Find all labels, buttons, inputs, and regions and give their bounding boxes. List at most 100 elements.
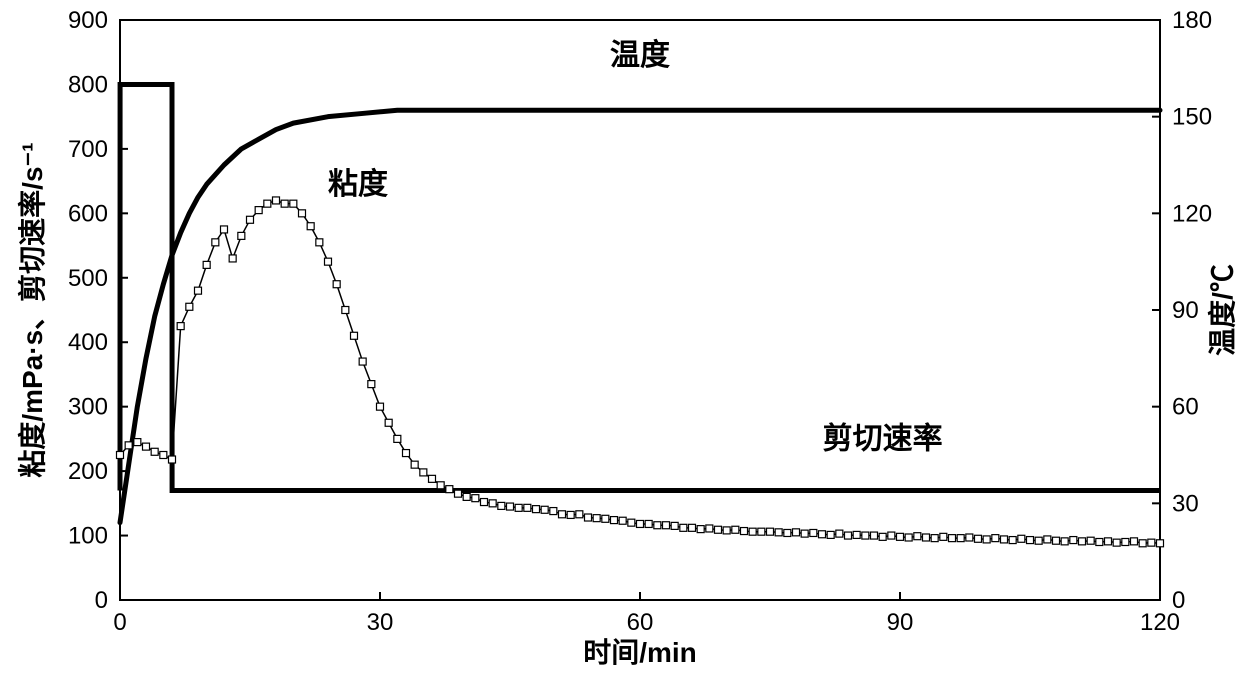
viscosity-marker — [1070, 537, 1077, 544]
viscosity-marker — [290, 200, 297, 207]
viscosity-marker — [463, 493, 470, 500]
viscosity-marker — [195, 287, 202, 294]
viscosity-marker — [914, 533, 921, 540]
viscosity-marker — [645, 520, 652, 527]
viscosity-marker — [247, 216, 254, 223]
yr-tick-label: 120 — [1172, 200, 1212, 227]
viscosity-marker — [368, 381, 375, 388]
viscosity-marker — [940, 533, 947, 540]
viscosity-marker — [420, 469, 427, 476]
viscosity-marker — [931, 535, 938, 542]
viscosity-marker — [264, 200, 271, 207]
viscosity-marker — [507, 503, 514, 510]
x-axis-label: 时间/min — [583, 637, 697, 668]
yr-tick-label: 30 — [1172, 490, 1199, 517]
yl-tick-label: 100 — [68, 523, 108, 550]
viscosity-marker — [550, 508, 557, 515]
viscosity-marker — [749, 528, 756, 535]
yl-tick-label: 700 — [68, 136, 108, 163]
y-left-axis-label: 粘度/mPa·s、剪切速率/s⁻¹ — [16, 142, 48, 477]
yl-tick-label: 600 — [68, 200, 108, 227]
yl-tick-label: 300 — [68, 394, 108, 421]
viscosity-marker — [333, 281, 340, 288]
x-tick-label: 90 — [887, 609, 914, 636]
x-tick-label: 0 — [113, 609, 126, 636]
viscosity-marker — [299, 210, 306, 217]
viscosity-marker — [1157, 540, 1164, 547]
viscosity-label: 粘度 — [328, 168, 388, 201]
viscosity-marker — [212, 239, 219, 246]
viscosity-marker — [983, 536, 990, 543]
viscosity-marker — [715, 526, 722, 533]
viscosity-marker — [1035, 537, 1042, 544]
yl-tick-label: 200 — [68, 458, 108, 485]
viscosity-marker — [1009, 537, 1016, 544]
viscosity-marker — [559, 511, 566, 518]
viscosity-marker — [515, 504, 522, 511]
viscosity-marker — [775, 529, 782, 536]
viscosity-marker — [671, 522, 678, 529]
viscosity-marker — [385, 419, 392, 426]
viscosity-marker — [879, 533, 886, 540]
viscosity-marker — [585, 514, 592, 521]
viscosity-marker — [1027, 537, 1034, 544]
viscosity-marker — [663, 522, 670, 529]
viscosity-marker — [221, 226, 228, 233]
viscosity-marker — [403, 450, 410, 457]
viscosity-marker — [793, 529, 800, 536]
viscosity-marker — [923, 534, 930, 541]
temperature-label: 温度 — [610, 39, 670, 72]
viscosity-marker — [897, 533, 904, 540]
viscosity-marker — [706, 525, 713, 532]
viscosity-marker — [801, 530, 808, 537]
viscosity-marker — [602, 515, 609, 522]
viscosity-marker — [949, 535, 956, 542]
viscosity-marker — [741, 528, 748, 535]
viscosity-marker — [1139, 540, 1146, 547]
x-tick-label: 30 — [367, 609, 394, 636]
viscosity-marker — [307, 223, 314, 230]
viscosity-marker — [836, 530, 843, 537]
viscosity-marker — [905, 534, 912, 541]
viscosity-marker — [203, 261, 210, 268]
viscosity-marker — [117, 452, 124, 459]
viscosity-marker — [533, 506, 540, 513]
yl-tick-label: 800 — [68, 71, 108, 98]
viscosity-marker — [429, 475, 436, 482]
y-right-axis-label: 温度/℃ — [1207, 264, 1238, 356]
yr-tick-label: 150 — [1172, 104, 1212, 131]
viscosity-marker — [394, 435, 401, 442]
viscosity-marker — [1053, 537, 1060, 544]
viscosity-marker — [784, 529, 791, 536]
viscosity-marker — [871, 532, 878, 539]
viscosity-markers — [117, 197, 1164, 547]
viscosity-marker — [377, 403, 384, 410]
temperature-line — [120, 110, 1160, 522]
viscosity-marker — [1018, 535, 1025, 542]
viscosity-marker — [758, 528, 765, 535]
viscosity-marker — [411, 461, 418, 468]
viscosity-marker — [966, 534, 973, 541]
x-tick-label: 60 — [627, 609, 654, 636]
viscosity-marker — [576, 511, 583, 518]
plot-border — [120, 20, 1160, 600]
viscosity-marker — [1148, 539, 1155, 546]
yr-tick-label: 0 — [1172, 587, 1185, 614]
viscosity-marker — [637, 520, 644, 527]
viscosity-marker — [1001, 536, 1008, 543]
viscosity-marker — [723, 527, 730, 534]
viscosity-marker — [169, 456, 176, 463]
viscosity-marker — [619, 517, 626, 524]
viscosity-marker — [255, 207, 262, 214]
viscosity-marker — [316, 239, 323, 246]
viscosity-marker — [437, 482, 444, 489]
shear-rate-line — [120, 84, 1160, 490]
viscosity-marker — [845, 532, 852, 539]
viscosity-marker — [455, 490, 462, 497]
yl-tick-label: 900 — [68, 7, 108, 34]
viscosity-marker — [819, 531, 826, 538]
yr-tick-label: 90 — [1172, 297, 1199, 324]
viscosity-marker — [238, 232, 245, 239]
viscosity-marker — [160, 452, 167, 459]
viscosity-marker — [143, 443, 150, 450]
